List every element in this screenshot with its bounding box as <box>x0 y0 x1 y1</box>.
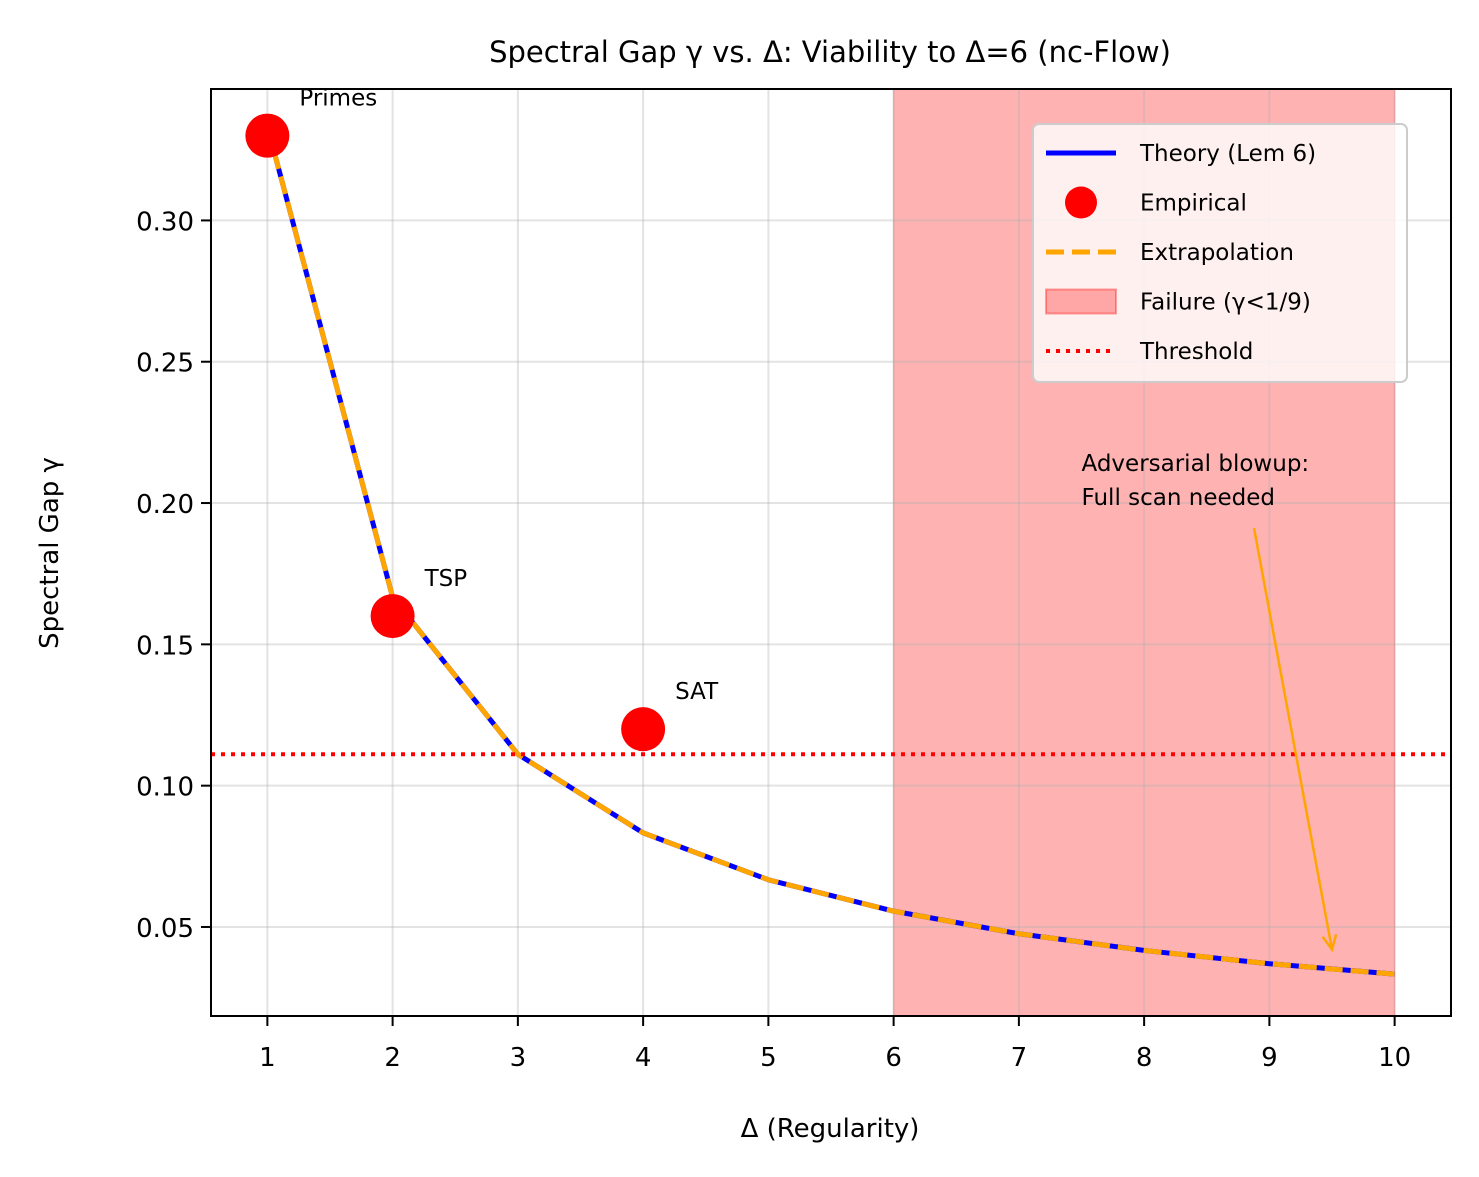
x-tick-label: 3 <box>510 1043 527 1073</box>
legend-handle-failure <box>1045 288 1117 315</box>
x-tick-label: 4 <box>635 1043 652 1073</box>
legend-label: Threshold <box>1139 339 1253 365</box>
empirical-point <box>370 594 415 639</box>
legend: Theory (Lem 6) Empirical Extrapolation Fail… <box>1032 123 1408 383</box>
x-axis-label: Δ (Regularity) <box>741 1114 920 1144</box>
legend-label: Failure (γ<1/9) <box>1140 290 1311 316</box>
x-tick-label: 8 <box>1136 1043 1153 1073</box>
legend-box <box>1032 123 1408 383</box>
y-tick-label: 0.25 <box>136 349 194 379</box>
legend-label: Empirical <box>1140 191 1247 217</box>
empirical-point <box>621 707 666 752</box>
annotation-arrowhead <box>1321 933 1338 953</box>
empirical-point <box>245 113 290 158</box>
series-line-extrapolation <box>264 125 1395 977</box>
point-label: SAT <box>675 679 719 705</box>
legend-handle-empirical <box>1065 186 1097 219</box>
annotation-text: Full scan needed <box>1082 485 1275 511</box>
annotation-text: Adversarial blowup: <box>1082 451 1310 477</box>
y-tick-label: 0.10 <box>136 773 194 803</box>
y-tick-label: 0.05 <box>136 914 194 944</box>
chart-title: Spectral Gap γ vs. Δ: Viability to Δ=6 (… <box>489 35 1171 69</box>
y-tick-label: 0.30 <box>136 207 194 237</box>
axes-frame <box>210 88 1452 1017</box>
x-tick-label: 9 <box>1261 1043 1278 1073</box>
x-tick-label: 10 <box>1378 1043 1411 1073</box>
x-tick-label: 2 <box>384 1043 401 1073</box>
legend-label: Theory (Lem 6) <box>1139 141 1316 167</box>
x-tick-label: 7 <box>1011 1043 1028 1073</box>
x-tick-label: 1 <box>259 1043 276 1073</box>
point-label: TSP <box>424 566 468 592</box>
x-tick-label: 5 <box>760 1043 777 1073</box>
y-tick-label: 0.20 <box>136 490 194 520</box>
y-tick-label: 0.15 <box>136 631 194 661</box>
y-axis-label: Spectral Gap γ <box>35 457 65 649</box>
x-tick-label: 6 <box>885 1043 902 1073</box>
legend-label: Extrapolation <box>1140 240 1294 266</box>
annotation-arrow <box>1252 527 1334 950</box>
